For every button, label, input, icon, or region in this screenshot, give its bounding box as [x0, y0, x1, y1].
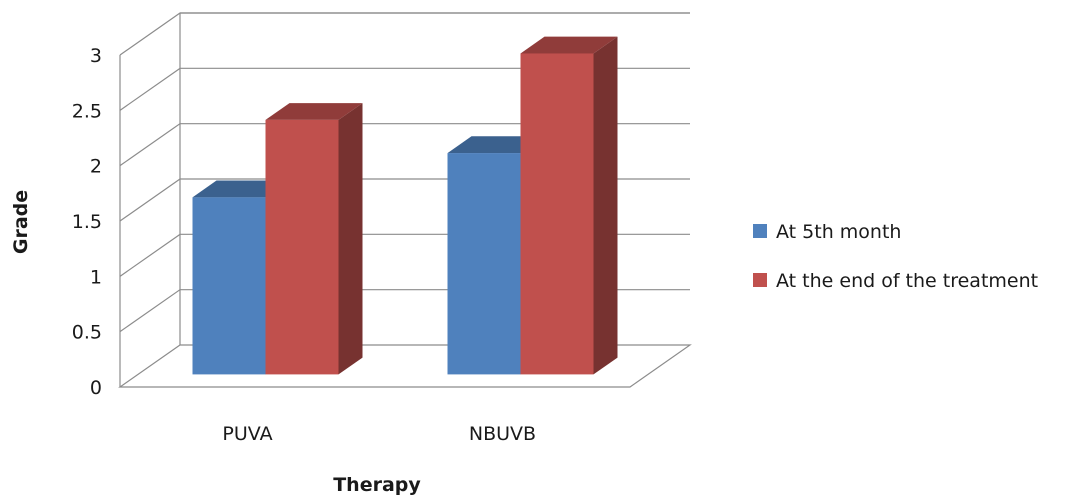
- gridline: [119, 123, 690, 167]
- y-tick-label: 3: [90, 45, 102, 67]
- legend-label: At 5th month: [776, 221, 901, 243]
- x-axis-categories: PUVA NBUVB: [222, 423, 536, 445]
- bar-front: [192, 197, 266, 375]
- x-axis-title: Therapy: [333, 474, 421, 496]
- y-tick-label: 1: [90, 266, 102, 288]
- x-category-label: PUVA: [222, 423, 272, 445]
- gridline: [119, 67, 690, 111]
- y-axis-title: Grade: [10, 190, 32, 254]
- bar-nbuvb-series-2: [520, 36, 618, 375]
- bar-top: [192, 180, 290, 198]
- y-tick-label: 1.5: [72, 211, 102, 233]
- bar-top: [265, 103, 363, 120]
- y-tick-label: 0: [90, 377, 102, 399]
- bar-front: [265, 119, 339, 375]
- y-tick-label: 0.5: [72, 322, 102, 344]
- legend-swatch: [753, 273, 767, 287]
- bar-front: [447, 153, 521, 375]
- bar-side: [338, 103, 363, 375]
- bar-front: [520, 53, 594, 375]
- legend: At 5th month At the end of the treatment: [753, 221, 1038, 292]
- bar-top: [520, 36, 618, 54]
- y-tick-label: 2.5: [72, 100, 102, 122]
- bar-top: [447, 136, 545, 154]
- bar-side: [593, 36, 618, 375]
- bars: [192, 36, 618, 375]
- y-tick-label: 2: [90, 156, 102, 178]
- legend-label: At the end of the treatment: [776, 270, 1038, 292]
- y-axis-ticks: 0 0.5 1 1.5 2 2.5 3: [72, 45, 102, 399]
- bar-puva-series-2: [265, 103, 363, 375]
- x-category-label: NBUVB: [469, 423, 536, 445]
- legend-swatch: [753, 224, 767, 238]
